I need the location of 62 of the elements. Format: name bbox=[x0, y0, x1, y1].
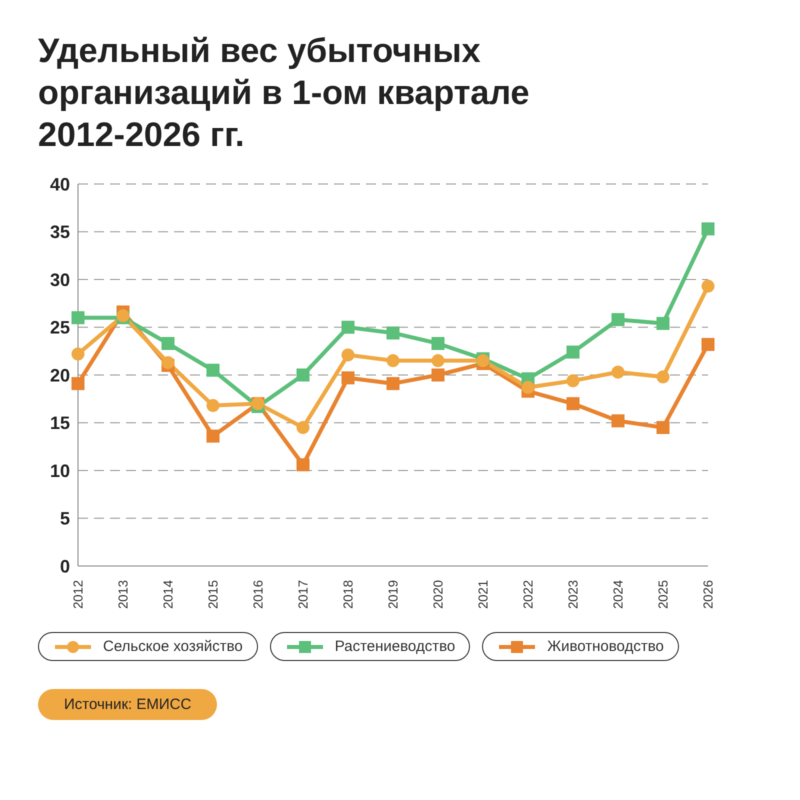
y-tick-label: 15 bbox=[50, 413, 70, 434]
point bbox=[702, 338, 714, 351]
point bbox=[296, 421, 310, 434]
legend-label: Растениеводство bbox=[334, 638, 456, 655]
point bbox=[656, 316, 670, 330]
point bbox=[386, 354, 400, 368]
y-tick-label: 5 bbox=[60, 508, 70, 529]
point bbox=[206, 430, 220, 443]
point bbox=[72, 347, 84, 360]
y-tick-label: 30 bbox=[50, 270, 70, 290]
x-tick-label: 2022 bbox=[520, 580, 536, 609]
x-tick-label: 2015 bbox=[206, 580, 220, 609]
x-tick-label: 2021 bbox=[476, 580, 490, 609]
x-tick-label: 2014 bbox=[160, 580, 176, 609]
point bbox=[612, 366, 624, 379]
x-tick-label: 2016 bbox=[250, 580, 266, 609]
point bbox=[342, 348, 354, 362]
x-tick-label: 2019 bbox=[386, 580, 400, 609]
y-tick-label: 0 bbox=[60, 556, 70, 576]
point bbox=[432, 336, 444, 350]
point bbox=[612, 313, 624, 326]
point bbox=[206, 364, 220, 377]
y-tick-label: 10 bbox=[50, 460, 70, 481]
point bbox=[386, 377, 400, 390]
legend-label: Животноводство bbox=[547, 638, 664, 655]
x-tick-label: 2018 bbox=[340, 580, 356, 609]
point bbox=[566, 346, 580, 359]
y-tick-label: 40 bbox=[50, 174, 70, 194]
point bbox=[296, 368, 310, 382]
point bbox=[162, 336, 174, 350]
text: Источник: ЕМИСС bbox=[38, 689, 218, 720]
point bbox=[162, 356, 174, 370]
point bbox=[612, 414, 624, 428]
point bbox=[566, 374, 580, 388]
y-tick-label: 35 bbox=[50, 222, 70, 242]
x-tick-label: 2023 bbox=[566, 580, 580, 609]
point bbox=[702, 280, 714, 293]
x-tick-label: 2013 bbox=[116, 580, 130, 609]
point bbox=[72, 377, 84, 390]
x-tick-label: 2020 bbox=[430, 580, 446, 609]
y-tick-label: 25 bbox=[50, 318, 70, 338]
chart-title: Удельный вес убыточных организаций в 1-ом квартале 2012-2026 гг. bbox=[38, 31, 530, 156]
point bbox=[656, 421, 670, 434]
point bbox=[656, 370, 670, 384]
legend-label: Сельское хозяйство bbox=[103, 638, 243, 655]
point bbox=[342, 371, 354, 384]
point bbox=[296, 458, 310, 472]
point bbox=[702, 222, 714, 236]
y-tick-label: 20 bbox=[50, 365, 70, 386]
x-tick-label: 2012 bbox=[70, 580, 86, 609]
point bbox=[72, 311, 84, 324]
point bbox=[522, 380, 534, 394]
point bbox=[432, 368, 444, 382]
point bbox=[342, 320, 354, 334]
point bbox=[566, 397, 580, 410]
point bbox=[386, 326, 400, 340]
point bbox=[432, 354, 444, 368]
x-tick-label: 2025 bbox=[656, 580, 670, 609]
x-tick-label: 2026 bbox=[700, 580, 716, 609]
point bbox=[206, 399, 220, 412]
x-tick-label: 2017 bbox=[296, 580, 310, 609]
x-tick-label: 2024 bbox=[610, 580, 626, 609]
